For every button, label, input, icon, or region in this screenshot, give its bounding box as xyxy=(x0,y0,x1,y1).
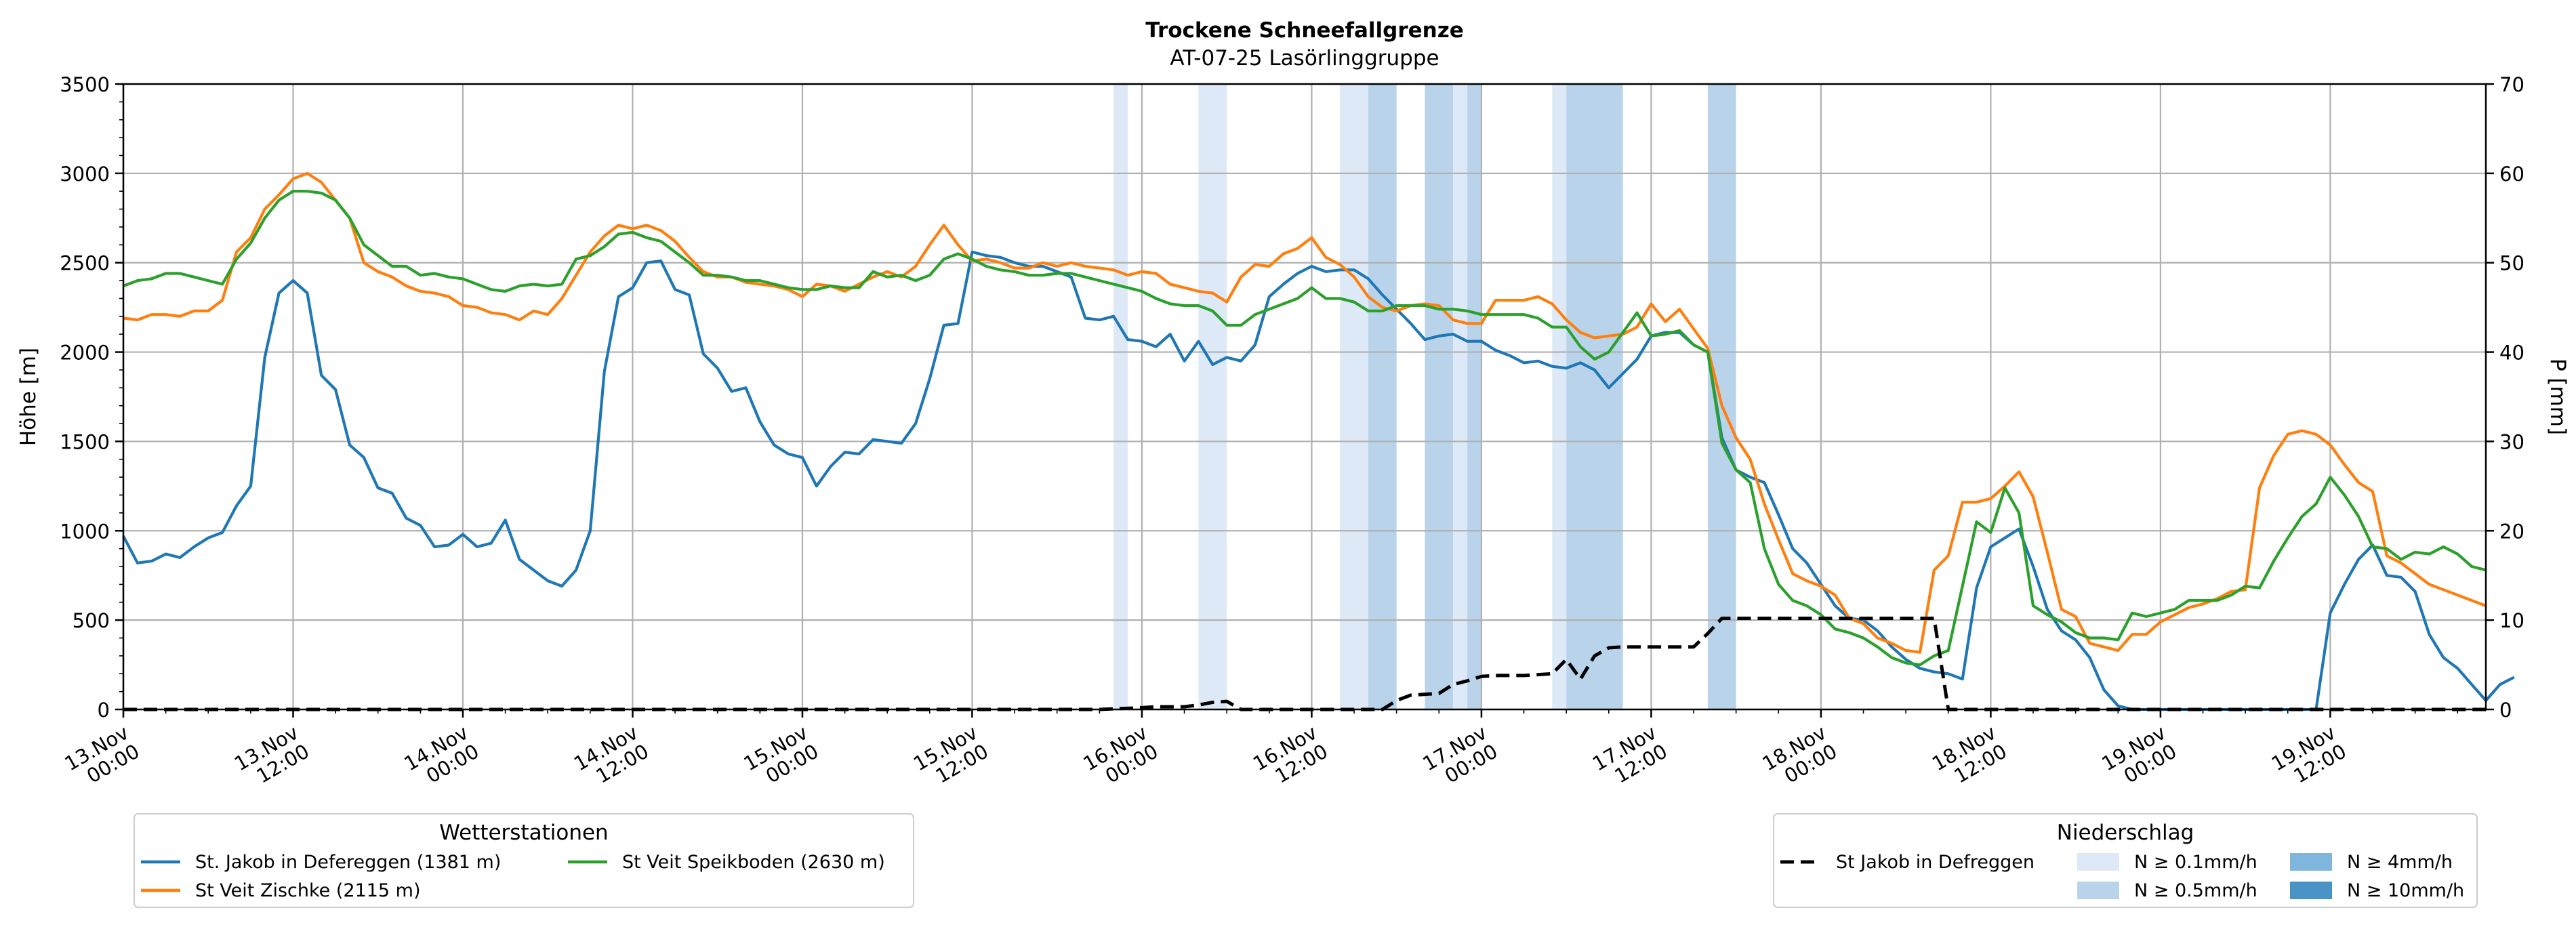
series-lines xyxy=(122,171,2515,711)
legend-stations-title: Wetterstationen xyxy=(439,821,608,845)
series-line-0 xyxy=(122,250,2515,711)
y-tick-label: 1000 xyxy=(60,520,110,543)
precipitation-bands xyxy=(1113,84,1736,709)
legend-precip-level-label: N ≥ 0.1mm/h xyxy=(2134,852,2257,873)
legend-stations-box xyxy=(134,813,914,908)
plot-frame xyxy=(122,83,2487,711)
y-tick-label: 2500 xyxy=(60,252,110,275)
series-line-3 xyxy=(123,617,2486,711)
y-right-tick-label: 40 xyxy=(2499,342,2524,365)
y-right-tick-label: 60 xyxy=(2499,163,2524,186)
precip-band xyxy=(1113,84,1128,709)
legend-precip-level-label: N ≥ 0.5mm/h xyxy=(2134,880,2257,901)
legend-precip-swatch xyxy=(2290,853,2332,871)
y-tick-label: 500 xyxy=(73,609,110,632)
y-tick-label: 3000 xyxy=(60,163,110,186)
legend-station-label: St. Jakob in Defereggen (1381 m) xyxy=(195,852,501,873)
y-right-tick-label: 20 xyxy=(2499,520,2524,543)
y-right-tick-label: 10 xyxy=(2499,609,2524,632)
precip-band xyxy=(1552,84,1567,709)
precip-band xyxy=(1340,84,1368,709)
legend-precip-level-label: N ≥ 10mm/h xyxy=(2347,880,2464,901)
series-line-2 xyxy=(123,190,2487,667)
legend-precip-swatch xyxy=(2077,882,2119,899)
precip-band xyxy=(1453,84,1468,709)
legend-precip-level-label: N ≥ 4mm/h xyxy=(2347,852,2453,873)
y-axis-label: Höhe [m] xyxy=(16,348,41,446)
y-tick-label: 3500 xyxy=(60,73,110,96)
legend-station-label: St Veit Speikboden (2630 m) xyxy=(622,852,885,873)
precip-band xyxy=(1566,84,1623,709)
y-axis-label-right: P [mm] xyxy=(2546,358,2570,435)
chart-subtitle: AT-07-25 Lasörlinggruppe xyxy=(1170,46,1439,70)
chart-title: Trockene Schneefallgrenze xyxy=(1145,18,1464,43)
series-line-1 xyxy=(123,171,2487,654)
legend-precip-title: Niederschlag xyxy=(2057,821,2194,845)
precip-band xyxy=(1198,84,1227,709)
legend-precip-swatch xyxy=(2077,853,2119,871)
y-tick-label: 1500 xyxy=(60,430,110,453)
y-right-tick-label: 30 xyxy=(2499,430,2524,453)
legend-precip-line-label: St Jakob in Defreggen xyxy=(1836,852,2035,873)
y-right-tick-label: 50 xyxy=(2499,252,2524,275)
precip-band xyxy=(1368,84,1397,709)
legends: Wetterstationen St. Jakob in Defereggen (… xyxy=(134,813,2478,908)
y-tick-label: 0 xyxy=(98,699,110,722)
precip-band xyxy=(1425,84,1454,709)
y-right-tick-label: 0 xyxy=(2499,699,2512,722)
y-right-tick-label: 70 xyxy=(2499,73,2524,96)
precip-band xyxy=(1467,84,1481,709)
legend-precip-swatch xyxy=(2290,882,2332,899)
y-tick-label: 2000 xyxy=(60,342,110,365)
legend-station-label: St Veit Zischke (2115 m) xyxy=(195,880,421,901)
precip-band xyxy=(1707,84,1736,709)
